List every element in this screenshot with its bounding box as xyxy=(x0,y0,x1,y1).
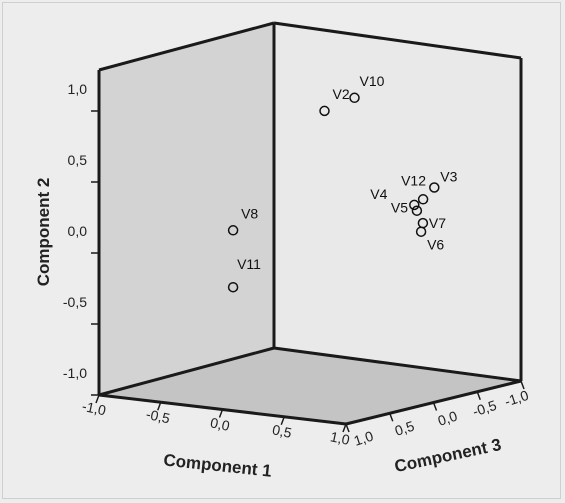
z-tick-label: 0,5 xyxy=(393,418,417,439)
x-axis-tick-marks xyxy=(95,394,347,433)
data-point-v6 xyxy=(415,226,427,237)
data-point-v8 xyxy=(227,225,239,236)
y-tick-label: 0,5 xyxy=(68,152,88,168)
data-point-v3 xyxy=(429,182,440,193)
scatter-3d-chart: 1,0 0,5 0,0 -0,5 -1,0 -1,0 -0,5 0,0 0,5 … xyxy=(34,21,531,481)
x-tick-label: -1,0 xyxy=(81,398,108,419)
z-axis-tick-marks xyxy=(345,380,525,433)
data-point-v4 xyxy=(409,199,420,211)
y-tick-label: -1,0 xyxy=(63,365,87,381)
point-label-v11: V11 xyxy=(237,256,261,272)
x-tick-label: 1,0 xyxy=(329,428,352,448)
y-tick-label: -0,5 xyxy=(63,294,87,310)
point-label-v5: V5 xyxy=(391,200,408,216)
point-label-v10: V10 xyxy=(360,73,385,89)
z-axis-title: Component 3 xyxy=(393,435,503,476)
x-tick-label: 0,5 xyxy=(271,421,294,441)
point-label-v4: V4 xyxy=(370,186,387,202)
point-label-v6: V6 xyxy=(427,237,444,253)
y-tick-label: 1,0 xyxy=(68,81,88,97)
x-tick-label: -0,5 xyxy=(145,406,172,427)
x-tick-mark xyxy=(342,423,347,433)
z-tick-label: 1,0 xyxy=(352,428,376,449)
x-tick-mark xyxy=(280,416,285,426)
y-tick-label: 0,0 xyxy=(68,223,88,239)
chart-frame: 1,0 0,5 0,0 -0,5 -1,0 -1,0 -0,5 0,0 0,5 … xyxy=(2,2,561,499)
y-axis-tick-marks xyxy=(91,110,99,396)
x-axis-title: Component 1 xyxy=(163,450,273,480)
back-wall xyxy=(274,23,521,381)
x-tick-mark xyxy=(95,394,100,404)
data-point-v12 xyxy=(417,194,429,205)
x-tick-mark xyxy=(218,409,224,418)
z-tick-mark xyxy=(520,380,525,390)
z-tick-mark xyxy=(432,402,438,411)
data-point-v5 xyxy=(411,205,423,216)
point-label-v3: V3 xyxy=(440,169,457,185)
data-point-v11 xyxy=(227,281,239,293)
point-label-v8: V8 xyxy=(241,205,258,221)
data-point-v10 xyxy=(349,92,360,104)
point-label-v2: V2 xyxy=(333,86,350,102)
z-tick-mark xyxy=(345,423,350,433)
z-tick-label: 0,0 xyxy=(436,408,460,429)
point-label-v7: V7 xyxy=(429,215,446,231)
point-label-v12: V12 xyxy=(401,172,426,188)
x-tick-mark xyxy=(157,401,162,411)
z-tick-mark xyxy=(389,412,394,422)
y-axis-title: Component 2 xyxy=(34,178,53,287)
z-tick-label: -1,0 xyxy=(503,387,531,410)
left-wall xyxy=(99,23,274,395)
x-tick-label: 0,0 xyxy=(209,414,232,434)
data-point-v2 xyxy=(319,105,330,117)
z-tick-label: -0,5 xyxy=(471,397,499,420)
z-tick-mark xyxy=(476,391,481,401)
